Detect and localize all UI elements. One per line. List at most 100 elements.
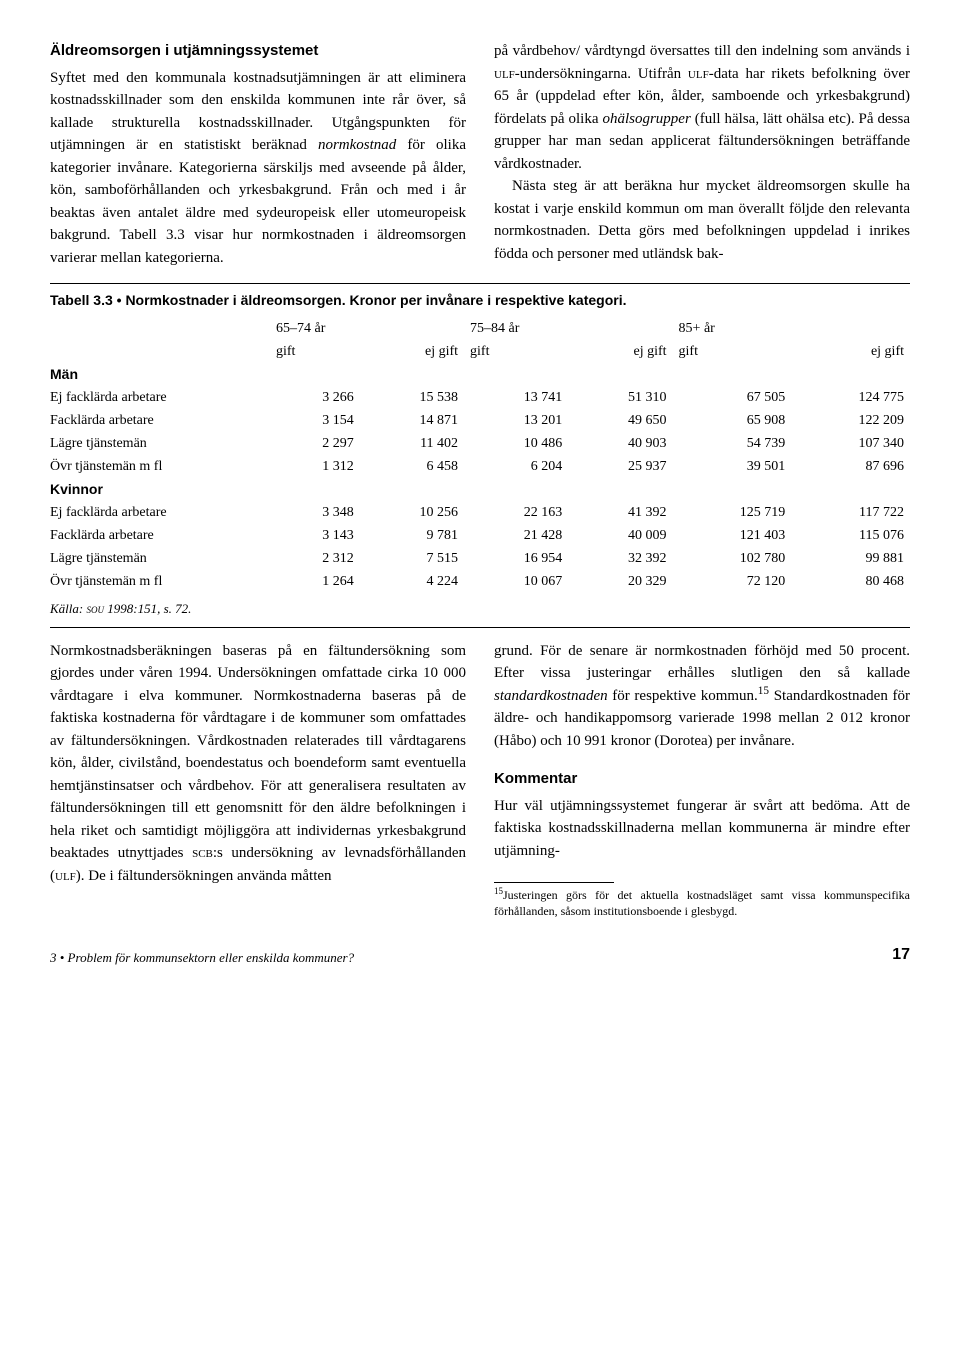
cell-value: 121 403: [673, 524, 792, 547]
cell-value: 10 256: [360, 501, 464, 524]
bottom-right-column: grund. För de senare är normkostnaden fö…: [494, 640, 910, 920]
cell-value: 16 954: [464, 547, 568, 570]
text: för olika kategorier invånare. Kategorie…: [50, 137, 466, 266]
subcol: gift: [270, 340, 360, 363]
cell-value: 21 428: [464, 524, 568, 547]
top-left-column: Äldreomsorgen i utjämningssystemet Syfte…: [50, 40, 466, 269]
source-rest: 1998:151, s. 72.: [104, 601, 191, 616]
cell-value: 13 201: [464, 409, 568, 432]
emphasis-standardkostnaden: standardkostnaden: [494, 688, 608, 704]
text: för respektive kommun.: [608, 688, 758, 704]
table-source: Källa: sou 1998:151, s. 72.: [50, 599, 910, 628]
table-row: Facklärda arbetare3 15414 87113 20149 65…: [50, 409, 910, 432]
table-caption: Tabell 3.3 • Normkostnader i äldreomsorg…: [50, 283, 910, 311]
cell-value: 102 780: [673, 547, 792, 570]
cell-value: 107 340: [791, 432, 910, 455]
table-header-age-groups: 65–74 år 75–84 år 85+ år: [50, 317, 910, 340]
cell-value: 72 120: [673, 570, 792, 593]
table-group-label: Män: [50, 363, 910, 386]
emphasis-ohalsogrupper: ohälsogrupper: [602, 111, 690, 127]
page-number: 17: [892, 943, 910, 967]
footnote: 15Justeringen görs för det aktuella kost…: [494, 887, 910, 919]
subcol: ej gift: [791, 340, 910, 363]
top-right-paragraph-1: på vårdbehov/ vårdtyngd översattes till …: [494, 40, 910, 175]
cell-value: 40 903: [568, 432, 672, 455]
table-row: Ej facklärda arbetare3 34810 25622 16341…: [50, 501, 910, 524]
footnote-number: 15: [494, 886, 503, 896]
cell-value: 1 264: [270, 570, 360, 593]
row-label: Ej facklärda arbetare: [50, 386, 270, 409]
cell-value: 3 154: [270, 409, 360, 432]
table-row: Lägre tjänstemän2 3127 51516 95432 39210…: [50, 547, 910, 570]
footnote-rule: [494, 882, 614, 883]
cell-value: 22 163: [464, 501, 568, 524]
cell-value: 80 468: [791, 570, 910, 593]
subcol: ej gift: [360, 340, 464, 363]
bottom-right-paragraph-1: grund. För de senare är normkostnaden fö…: [494, 640, 910, 753]
cell-value: 32 392: [568, 547, 672, 570]
cell-value: 3 266: [270, 386, 360, 409]
cell-value: 14 871: [360, 409, 464, 432]
footer-chapter: 3 • Problem för kommunsektorn eller ensk…: [50, 948, 354, 968]
table-group-label: Kvinnor: [50, 478, 910, 501]
cell-value: 41 392: [568, 501, 672, 524]
cell-value: 99 881: [791, 547, 910, 570]
table-header-subcols: gift ej gift gift ej gift gift ej gift: [50, 340, 910, 363]
cell-value: 49 650: [568, 409, 672, 432]
bottom-columns: Normkostnadsberäkningen baseras på en fä…: [50, 640, 910, 920]
bottom-right-paragraph-2: Hur väl utjämningssystemet fungerar är s…: [494, 795, 910, 863]
table-row: Ej facklärda arbetare3 26615 53813 74151…: [50, 386, 910, 409]
cell-value: 87 696: [791, 455, 910, 478]
row-label: Övr tjänstemän m fl: [50, 570, 270, 593]
cell-value: 115 076: [791, 524, 910, 547]
table-row: Övr tjänstemän m fl1 3126 4586 20425 937…: [50, 455, 910, 478]
row-label: Facklärda arbetare: [50, 524, 270, 547]
top-left-paragraph: Syftet med den kommunala kostnadsutjämni…: [50, 67, 466, 270]
table-row: Övr tjänstemän m fl1 2644 22410 06720 32…: [50, 570, 910, 593]
cell-value: 3 348: [270, 501, 360, 524]
age-group: 75–84 år: [464, 317, 673, 340]
row-label: Lägre tjänstemän: [50, 547, 270, 570]
smallcaps-sou: sou: [86, 601, 104, 616]
text: Normkostnadsberäkningen baseras på en fä…: [50, 643, 466, 862]
cell-value: 2 297: [270, 432, 360, 455]
cell-value: 65 908: [673, 409, 792, 432]
row-label: Facklärda arbetare: [50, 409, 270, 432]
bottom-left-paragraph: Normkostnadsberäkningen baseras på en fä…: [50, 640, 466, 888]
footnote-ref: 15: [758, 685, 769, 697]
subcol: gift: [464, 340, 568, 363]
smallcaps-ulf: ulf: [688, 66, 709, 82]
smallcaps-ulf: ulf: [55, 868, 76, 884]
page-footer: 3 • Problem för kommunsektorn eller ensk…: [50, 943, 910, 967]
text: ). De i fältundersökningen använda måtte…: [76, 868, 332, 884]
cell-value: 15 538: [360, 386, 464, 409]
cell-value: 20 329: [568, 570, 672, 593]
age-group: 65–74 år: [270, 317, 464, 340]
top-right-paragraph-2: Nästa steg är att beräkna hur mycket äld…: [494, 175, 910, 265]
cell-value: 122 209: [791, 409, 910, 432]
subcol: ej gift: [568, 340, 672, 363]
cell-value: 10 067: [464, 570, 568, 593]
text: grund. För de senare är normkostnaden fö…: [494, 643, 910, 682]
text: på vårdbehov/ vårdtyngd översattes till …: [494, 43, 910, 59]
cell-value: 117 722: [791, 501, 910, 524]
cell-value: 54 739: [673, 432, 792, 455]
cell-value: 67 505: [673, 386, 792, 409]
text: -undersökningarna. Utifrån: [515, 66, 688, 82]
cell-value: 39 501: [673, 455, 792, 478]
cell-value: 125 719: [673, 501, 792, 524]
cell-value: 2 312: [270, 547, 360, 570]
age-group: 85+ år: [673, 317, 910, 340]
cell-value: 7 515: [360, 547, 464, 570]
top-columns: Äldreomsorgen i utjämningssystemet Syfte…: [50, 40, 910, 269]
row-label: Övr tjänstemän m fl: [50, 455, 270, 478]
normkostnader-table: 65–74 år 75–84 år 85+ år gift ej gift gi…: [50, 317, 910, 593]
footnote-text: Justeringen görs för det aktuella kostna…: [494, 888, 910, 918]
cell-value: 6 458: [360, 455, 464, 478]
row-label: Ej facklärda arbetare: [50, 501, 270, 524]
emphasis-normkostnad: normkostnad: [318, 137, 396, 153]
cell-value: 25 937: [568, 455, 672, 478]
subcol: gift: [673, 340, 792, 363]
cell-value: 124 775: [791, 386, 910, 409]
cell-value: 3 143: [270, 524, 360, 547]
